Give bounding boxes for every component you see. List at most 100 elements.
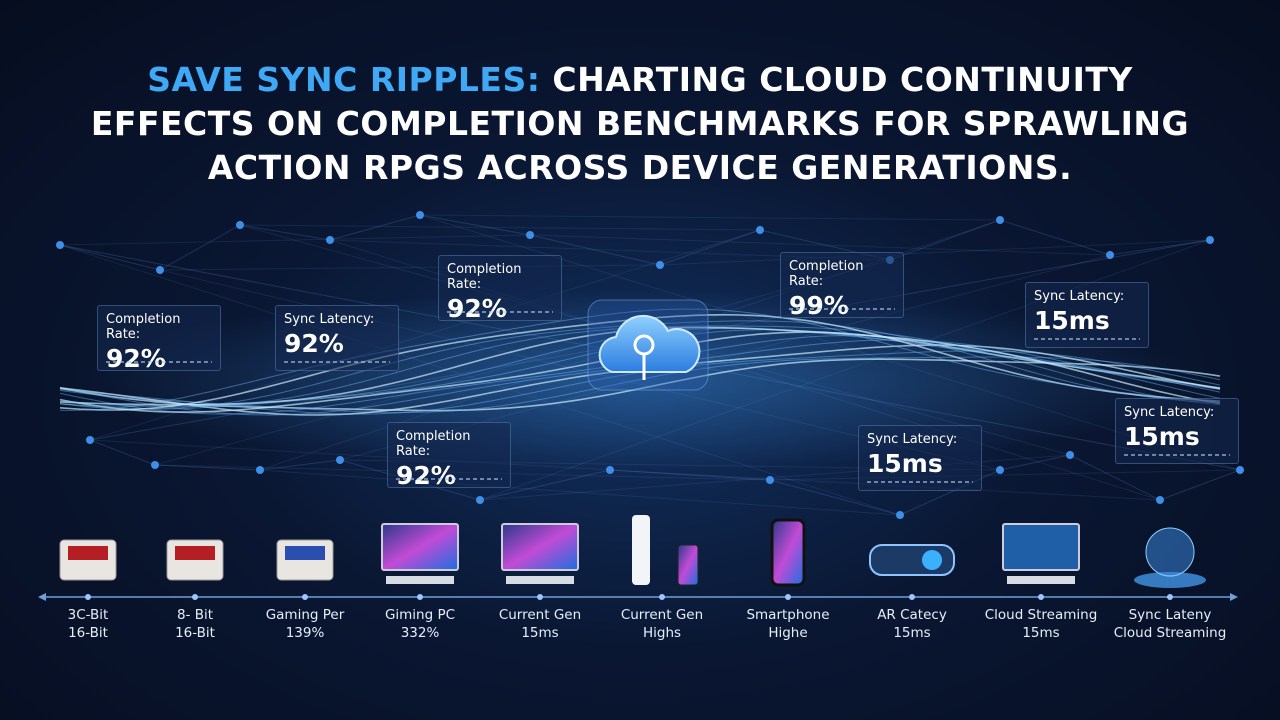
device-detail: 332% xyxy=(400,625,440,641)
device-detail xyxy=(68,546,108,560)
callout-detail xyxy=(789,308,895,310)
network-line xyxy=(259,469,901,516)
network-node xyxy=(996,216,1004,224)
network-node xyxy=(656,261,664,269)
network-node xyxy=(766,476,774,484)
device-name: Cloud Streaming xyxy=(984,607,1098,623)
network-line xyxy=(659,229,761,266)
device-detail: 15ms xyxy=(1022,625,1060,641)
timeline-dot xyxy=(302,594,308,600)
device-name: 3C-Bit xyxy=(67,607,109,623)
network-line xyxy=(89,439,156,466)
device-detail xyxy=(1007,576,1075,584)
device-detail: 15ms xyxy=(893,625,931,641)
callout: Completion Rate: 92% xyxy=(387,422,511,490)
timeline-dot xyxy=(785,594,791,600)
callout-value: 92% xyxy=(396,461,456,490)
network-line xyxy=(899,469,1001,516)
network-node xyxy=(1066,451,1074,459)
device-detail: Cloud Streaming xyxy=(1113,625,1227,641)
device-label: Current Gen 15ms xyxy=(465,606,615,642)
device-detail: 16-Bit xyxy=(175,625,215,641)
wave-line xyxy=(59,358,1221,412)
network-line xyxy=(159,224,241,271)
callout: Completion Rate: 92% xyxy=(97,305,221,373)
timeline-dot xyxy=(659,594,665,600)
network-node xyxy=(526,231,534,239)
network-node xyxy=(56,241,64,249)
device-detail: 139% xyxy=(285,625,325,641)
network-line xyxy=(419,214,531,236)
callout-value: 99% xyxy=(789,291,849,320)
network-line xyxy=(239,224,331,241)
network-node xyxy=(326,236,334,244)
device-name: Smartphone xyxy=(746,607,830,623)
network-node xyxy=(896,511,904,519)
network-line xyxy=(659,239,1211,266)
device-icon xyxy=(381,523,459,571)
callout-detail xyxy=(867,481,973,483)
callout-label: Completion Rate: xyxy=(396,429,471,459)
network-line xyxy=(154,464,261,471)
network-line xyxy=(999,454,1071,471)
title-highlight: SAVE SYNC RIPPLES: xyxy=(147,60,541,99)
network-line xyxy=(59,234,531,246)
network-line xyxy=(769,469,1241,481)
network-line xyxy=(329,214,421,241)
network-node xyxy=(256,466,264,474)
network-node xyxy=(476,496,484,504)
device-detail: Highs xyxy=(642,625,682,641)
wave-line xyxy=(59,356,1221,414)
callout: Completion Rate: 99% xyxy=(780,252,904,320)
device-name: 8- Bit xyxy=(176,607,214,623)
callout-value: 15ms xyxy=(1034,306,1110,335)
callout-label: Sync Latency: xyxy=(1124,405,1215,420)
device-icon xyxy=(770,518,806,587)
device-icon xyxy=(1134,572,1206,588)
network-node xyxy=(336,456,344,464)
device-label: Sync Lateny Cloud Streaming xyxy=(1095,606,1245,642)
callout: Sync Latency: 15ms xyxy=(858,425,982,491)
callout-detail xyxy=(284,361,390,363)
device-label: Giming PC 332% xyxy=(345,606,495,642)
network-line xyxy=(1159,469,1241,501)
device-name: AR Catecy xyxy=(877,607,947,623)
network-line xyxy=(159,264,661,271)
network-node xyxy=(151,461,159,469)
network-line xyxy=(769,479,901,516)
device-icon xyxy=(1002,523,1080,571)
timeline-dot xyxy=(537,594,543,600)
device-name: Gaming Per xyxy=(265,607,345,623)
network-node xyxy=(1106,251,1114,259)
title: SAVE SYNC RIPPLES: CHARTING CLOUD CONTINU… xyxy=(0,58,1280,190)
network-line xyxy=(479,469,611,501)
callout-label: Sync Latency: xyxy=(867,432,958,447)
device-detail xyxy=(175,546,215,560)
network-line xyxy=(529,234,661,266)
device-detail xyxy=(506,576,574,584)
network-line xyxy=(1109,239,1211,256)
callout-value: 92% xyxy=(447,294,507,323)
network-node xyxy=(1206,236,1214,244)
network-node xyxy=(416,211,424,219)
title-text: EFFECTS ON COMPLETION BENCHMARKS FOR SPR… xyxy=(90,104,1190,143)
device-label: 8- Bit 16-Bit xyxy=(120,606,270,642)
network-node xyxy=(996,466,1004,474)
timeline-dot xyxy=(192,594,198,600)
timeline-dot xyxy=(1167,594,1173,600)
device-name: Current Gen xyxy=(498,607,582,623)
title-line: ACTION RPGS ACROSS DEVICE GENERATIONS. xyxy=(0,146,1280,190)
callout: Sync Latency: 92% xyxy=(275,305,399,371)
callout-label: Sync Latency: xyxy=(284,312,375,327)
callout-value: 15ms xyxy=(1124,422,1200,451)
title-line: EFFECTS ON COMPLETION BENCHMARKS FOR SPR… xyxy=(0,102,1280,146)
device-detail xyxy=(285,546,325,560)
device-icon xyxy=(1145,527,1195,577)
network-line xyxy=(259,459,341,471)
device-detail xyxy=(386,576,454,584)
device-label: Cloud Streaming 15ms xyxy=(966,606,1116,642)
device-icon xyxy=(632,515,650,585)
network-line xyxy=(419,214,1001,221)
callout-label: Completion Rate: xyxy=(106,312,181,342)
